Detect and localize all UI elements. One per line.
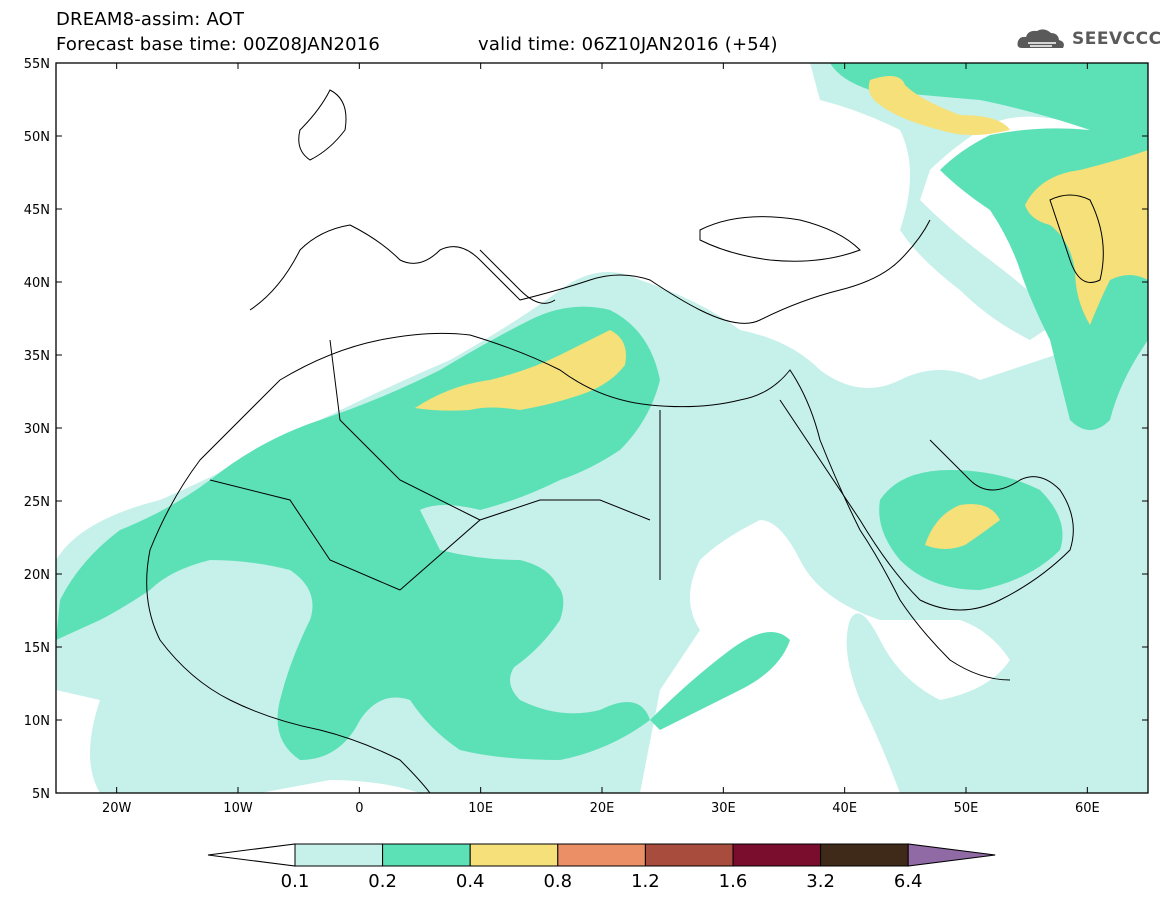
colorbar-label: 0.4 bbox=[455, 871, 485, 892]
lon-label-10W: 10W bbox=[223, 801, 253, 816]
coastline-italy bbox=[479, 249, 556, 304]
border-algeria bbox=[329, 339, 481, 521]
colorbar-label: 0.8 bbox=[543, 871, 573, 892]
forecast-base-time: Forecast base time: 00Z08JAN2016 bbox=[56, 34, 381, 55]
lon-label-20W: 20W bbox=[102, 801, 132, 816]
lon-label-60E: 60E bbox=[1075, 801, 1100, 816]
lat-label-25N: 25N bbox=[24, 495, 50, 510]
lat-label-50N: 50N bbox=[24, 130, 50, 145]
colorbar-arrow-low bbox=[207, 843, 296, 867]
colorbar-swatch bbox=[469, 843, 559, 867]
lat-label-20N: 20N bbox=[24, 568, 50, 583]
lat-label-40N: 40N bbox=[24, 276, 50, 291]
colorbar-label: 3.2 bbox=[806, 871, 835, 892]
cloud-logo-icon bbox=[1017, 29, 1064, 48]
coastlines bbox=[146, 89, 1104, 793]
lat-label-30N: 30N bbox=[24, 422, 50, 437]
colorbar-arrow-high bbox=[907, 843, 996, 867]
aot-field-0.4-caspian bbox=[1025, 150, 1148, 325]
aot-field-0.2-northeast bbox=[830, 63, 1148, 430]
colorbar-swatch bbox=[294, 843, 384, 867]
colorbar-swatch bbox=[382, 843, 471, 867]
lat-label-55N: 55N bbox=[24, 57, 50, 72]
border-sahel bbox=[399, 499, 651, 591]
longitude-labels: 20W 10W 0 10E 20E 30E 40E 50E 60E bbox=[102, 801, 1100, 816]
latitude-labels: 55N 50N 45N 40N 35N 30N 25N 20N 15N 10N 5N bbox=[24, 57, 50, 802]
aot-field-0.4-gulf bbox=[925, 504, 1000, 549]
coastline-arabia bbox=[779, 399, 1074, 611]
border-mali bbox=[209, 479, 401, 591]
axis-ticks bbox=[56, 62, 1148, 794]
coastline-africa bbox=[149, 332, 1011, 681]
colorbar-swatch bbox=[644, 843, 734, 867]
colorbar-label: 0.1 bbox=[280, 871, 310, 892]
lat-label-35N: 35N bbox=[24, 349, 50, 364]
lat-label-5N: 5N bbox=[32, 787, 50, 802]
lat-label-45N: 45N bbox=[24, 203, 50, 218]
aot-field-0.4-north bbox=[868, 76, 1010, 135]
colorbar-label: 0.2 bbox=[368, 871, 397, 892]
lon-label-20E: 20E bbox=[590, 801, 615, 816]
colorbar-label: 1.6 bbox=[718, 871, 748, 892]
map-title: DREAM8-assim: AOT bbox=[56, 9, 245, 30]
colorbar-label: 1.2 bbox=[631, 871, 660, 892]
lon-label-30E: 30E bbox=[711, 801, 736, 816]
aot-field-0.2-sudan bbox=[650, 632, 790, 730]
aot-field-0.4-tunisia bbox=[415, 330, 626, 411]
coastline-caspian bbox=[1049, 194, 1104, 283]
coastline-west-africa bbox=[146, 549, 431, 793]
lat-label-15N: 15N bbox=[24, 641, 50, 656]
logo-text: SEEVCCC bbox=[1072, 29, 1162, 49]
coastline-europe bbox=[249, 219, 931, 324]
lon-label-40E: 40E bbox=[832, 801, 857, 816]
aot-field-0.2-chad bbox=[500, 580, 564, 670]
aot-fields bbox=[56, 63, 1148, 793]
lon-label-0: 0 bbox=[355, 801, 363, 816]
coastline-uk bbox=[298, 89, 347, 161]
colorbar-swatch bbox=[820, 843, 909, 867]
lon-label-50E: 50E bbox=[954, 801, 979, 816]
valid-time: valid time: 06Z10JAN2016 (+54) bbox=[478, 34, 778, 55]
lon-label-10E: 10E bbox=[468, 801, 493, 816]
coastline-black-sea bbox=[699, 216, 861, 262]
colorbar-label: 6.4 bbox=[893, 871, 923, 892]
lat-label-10N: 10N bbox=[24, 714, 50, 729]
colorbar-swatch bbox=[732, 843, 822, 867]
colorbar-swatch bbox=[557, 843, 646, 867]
